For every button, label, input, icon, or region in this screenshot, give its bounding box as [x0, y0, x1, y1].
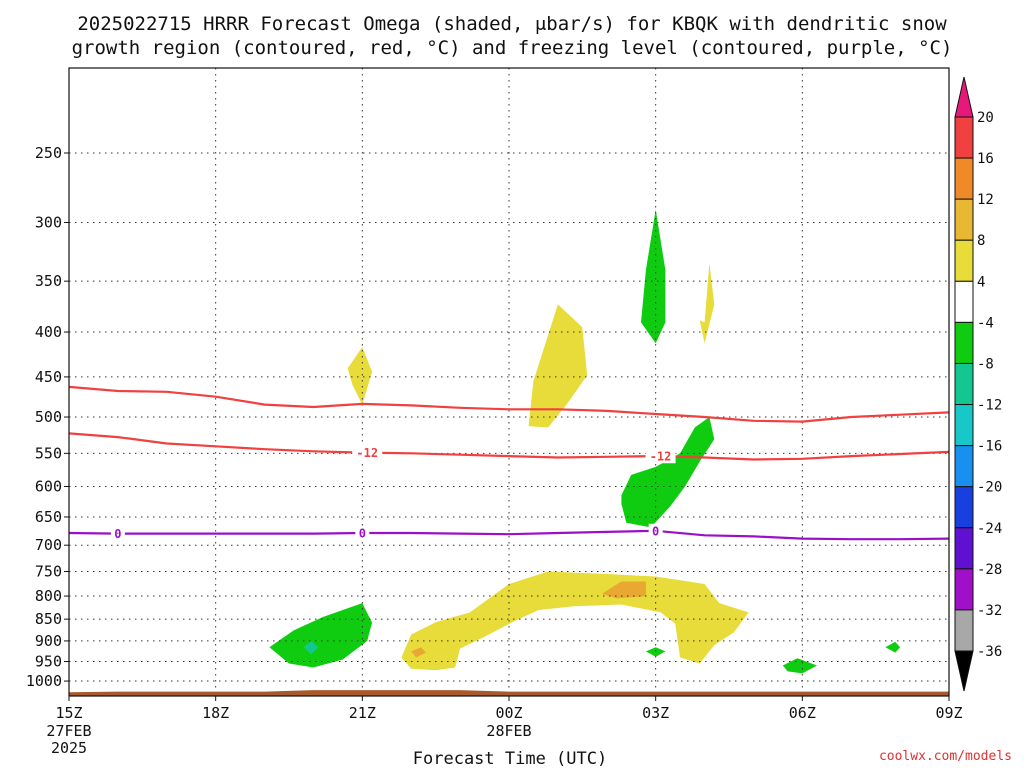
colorbar-bottom-triangle [954, 650, 974, 692]
colorbar-box-7 [954, 404, 974, 447]
y-tick-label-600: 600 [35, 477, 62, 495]
chart-title-line-2: growth region (contoured, red, °C) and f… [72, 37, 953, 59]
colorbar-box-3 [954, 239, 974, 282]
y-tick-label-700: 700 [35, 536, 62, 554]
contour-label-dgz-lower-0: -12 [356, 446, 378, 460]
colorbar-label-11: -28 [977, 562, 1002, 578]
contour-label-bg-dgz-lower-1 [645, 449, 676, 464]
colorbar-label-0: 20 [977, 110, 994, 126]
colorbar-box-11 [954, 568, 974, 611]
temperature-contours: -12 -12 0 0 0 [68, 385, 950, 541]
y-tick-label-250: 250 [35, 144, 62, 162]
contour-label-bg-freezing-level-0 [110, 526, 125, 541]
terrain [69, 690, 949, 696]
shade-sink-03z-upper [641, 209, 666, 344]
x-tick-label-18Z: 18Z [202, 704, 229, 722]
colorbar-label-12: -32 [977, 603, 1002, 619]
contour-label-bg-freezing-level-2 [648, 523, 663, 538]
colorbar-label-5: -4 [977, 315, 994, 331]
x-tick-sublabel-00Z: 28FEB [486, 722, 531, 740]
contour-freezing-level [68, 529, 950, 541]
colorbar-label-1: 16 [977, 151, 994, 167]
x-tick-label-15Z: 15Z [55, 704, 82, 722]
colorbar-label-4: 4 [977, 274, 985, 290]
y-tick-label-950: 950 [35, 653, 62, 671]
colorbar-box-12 [954, 609, 974, 652]
shade-rise-lower-band [401, 571, 749, 671]
colorbar-box-4 [954, 280, 974, 323]
colorbar-label-6: -8 [977, 356, 994, 372]
colorbar-label-7: -12 [977, 398, 1002, 414]
y-axis-ticks: 250 300 350 400 450 500 550 600 650 700 750 800 850 9… [26, 144, 69, 690]
y-tick-label-350: 350 [35, 272, 62, 290]
y-tick-label-800: 800 [35, 587, 62, 605]
contour-label-bg-freezing-level-1 [355, 526, 370, 541]
contour-label-freezing-level-0: 0 [114, 527, 121, 541]
colorbar-box-2 [954, 198, 974, 241]
shade-sink-20z-core [303, 640, 319, 655]
contour-label-dgz-lower-1: -12 [650, 450, 672, 464]
colorbar: 20 16 12 8 4 -4 -8 -12 -16 -20 -24 -28 -32 -36 [954, 76, 1002, 692]
y-tick-label-900: 900 [35, 632, 62, 650]
y-tick-label-500: 500 [35, 408, 62, 426]
colorbar-box-8 [954, 445, 974, 488]
contour-dgz-upper [68, 385, 950, 423]
x-axis-label: Forecast Time (UTC) [413, 749, 607, 768]
colorbar-label-9: -20 [977, 480, 1002, 496]
y-tick-label-1000: 1000 [26, 672, 62, 690]
colorbar-box-10 [954, 527, 974, 570]
colorbar-label-3: 8 [977, 233, 985, 249]
terrain-fill [69, 690, 949, 696]
y-tick-label-850: 850 [35, 610, 62, 628]
colorbar-label-10: -24 [977, 521, 1002, 537]
contour-label-freezing-level-2: 0 [652, 524, 659, 538]
chart-title: 2025022715 HRRR Forecast Omega (shaded, … [72, 13, 953, 59]
chart-title-line-1: 2025022715 HRRR Forecast Omega (shaded, … [77, 13, 947, 35]
contour-label-freezing-level-1: 0 [359, 527, 366, 541]
shade-sink-03z-mid [621, 417, 715, 528]
y-tick-label-550: 550 [35, 444, 62, 462]
source-credit: coolwx.com/models [879, 749, 1012, 764]
x-tick-label-03Z: 03Z [642, 704, 669, 722]
y-tick-label-450: 450 [35, 368, 62, 386]
x-tick-sublabel-15Z: 27FEB [46, 722, 91, 740]
y-tick-label-750: 750 [35, 562, 62, 580]
colorbar-box-0 [954, 116, 974, 159]
contour-dgz-lower [68, 432, 950, 461]
x-tick-year-15Z: 2025 [51, 739, 87, 757]
colorbar-label-8: -16 [977, 439, 1002, 455]
colorbar-box-9 [954, 486, 974, 529]
shade-rise-small-21z [347, 347, 373, 405]
shade-sink-05z [782, 658, 817, 674]
x-tick-label-09Z: 09Z [935, 704, 962, 722]
colorbar-top-triangle [954, 76, 974, 118]
x-tick-label-06Z: 06Z [789, 704, 816, 722]
x-tick-label-00Z: 00Z [495, 704, 522, 722]
colorbar-label-13: -36 [977, 644, 1002, 660]
colorbar-box-1 [954, 157, 974, 200]
contour-label-bg-dgz-lower-0 [352, 445, 383, 460]
shade-rise-spot-22z [411, 647, 426, 658]
colorbar-box-5 [954, 321, 974, 364]
shade-sink-02z [645, 647, 666, 657]
y-tick-label-650: 650 [35, 508, 62, 526]
shade-rise-strong-core [601, 581, 646, 599]
shade-sink-08z [885, 641, 901, 653]
colorbar-box-6 [954, 362, 974, 406]
shade-rise-04z [699, 263, 715, 344]
colorbar-label-2: 12 [977, 192, 994, 208]
y-tick-label-400: 400 [35, 323, 62, 341]
shade-rise-00z-upper [528, 304, 588, 428]
x-tick-label-21Z: 21Z [349, 704, 376, 722]
y-tick-label-300: 300 [35, 213, 62, 231]
